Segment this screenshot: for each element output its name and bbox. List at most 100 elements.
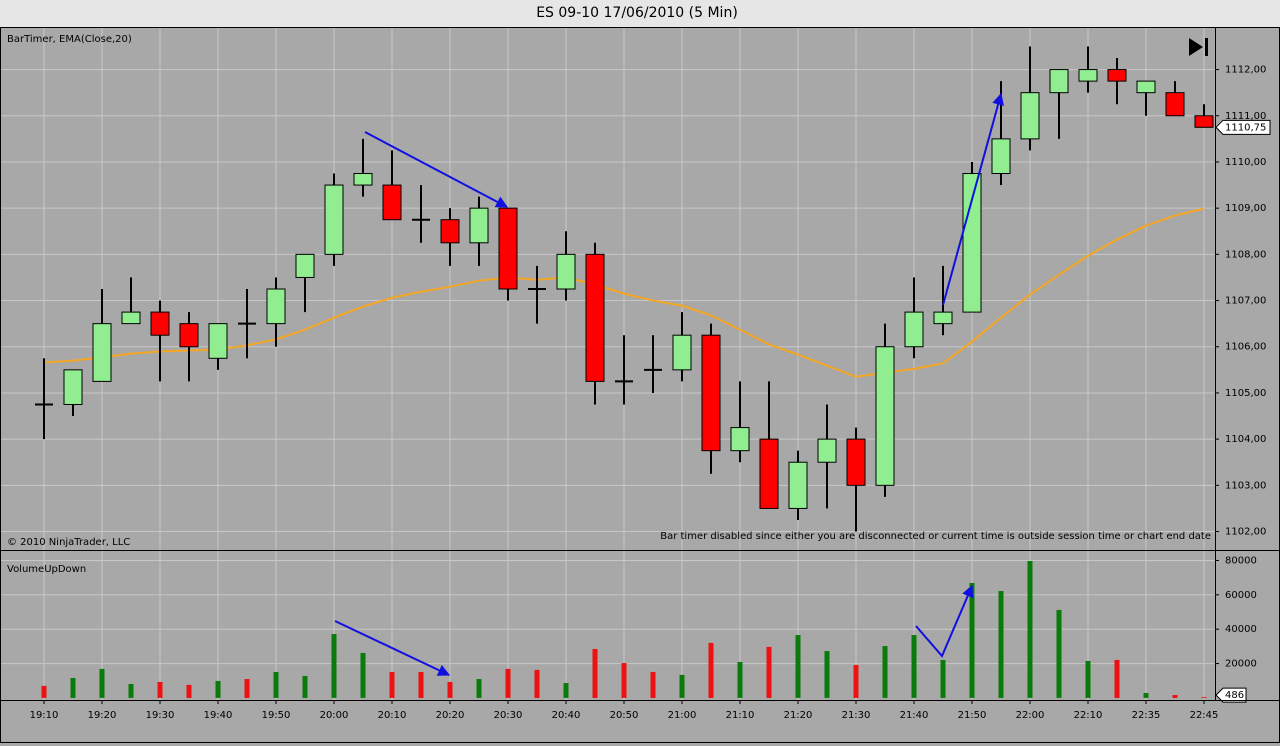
volume-bar (128, 684, 134, 698)
x-tick-label: 22:10 (1074, 710, 1103, 721)
candle-body (817, 438, 837, 463)
candle-body (382, 184, 402, 221)
candle-body (904, 311, 924, 348)
arrow (915, 584, 974, 658)
y-tick-label: 1112,00 (1225, 65, 1266, 76)
volume-bar (331, 634, 337, 698)
y-tick-label: 20000 (1225, 659, 1257, 670)
y-tick-label: 1111,00 (1225, 111, 1266, 122)
x-tick-label: 22:45 (1190, 710, 1219, 721)
candle-body (1020, 92, 1040, 140)
volume-bar (969, 582, 975, 698)
x-tick-label: 21:50 (958, 710, 987, 721)
volume-bar (1201, 697, 1207, 698)
volume-bar (766, 646, 772, 698)
candle-body (1194, 115, 1214, 128)
title-bar (0, 0, 1280, 27)
candle-body (788, 461, 808, 509)
volume-bar (592, 648, 598, 698)
y-tick-label: 1106,00 (1225, 342, 1266, 353)
volume-bar (447, 681, 453, 698)
arrow (364, 131, 509, 208)
y-tick-label: 1104,00 (1225, 434, 1266, 445)
chart-title: ES 09-10 17/06/2010 (5 Min) (536, 5, 738, 21)
arrow (942, 92, 1004, 306)
candle-body (962, 173, 982, 313)
last-price-marker (1215, 119, 1271, 135)
volume-bar (505, 668, 511, 698)
x-tick-label: 22:00 (1016, 710, 1045, 721)
volume-label: VolumeUpDown (7, 564, 86, 575)
volume-bar (853, 664, 859, 698)
last-volume-label: 486 (1225, 690, 1244, 701)
candle-body (730, 427, 750, 452)
x-tick-label: 21:10 (726, 710, 755, 721)
candle-body (1078, 69, 1098, 82)
candle-body (266, 288, 286, 325)
ema-line (43, 207, 1205, 378)
volume-bar (679, 674, 685, 698)
volume-bar (737, 662, 743, 698)
x-tick-label: 20:40 (552, 710, 581, 721)
candle-body (846, 438, 866, 486)
candle-body (121, 311, 141, 325)
y-tick-label: 1102,00 (1225, 527, 1266, 538)
y-tick-label: 1109,00 (1225, 203, 1266, 214)
volume-bar (360, 652, 366, 698)
volume-bar (157, 681, 163, 698)
volume-bar (389, 671, 395, 698)
candle-body (92, 323, 112, 382)
volume-bar (563, 682, 569, 698)
y-tick-label: 60000 (1225, 590, 1257, 601)
bar-timer-notice: Bar timer disabled since either you are … (660, 531, 1211, 542)
x-tick-label: 20:50 (610, 710, 639, 721)
volume-bar (41, 685, 47, 698)
volume-bar (1056, 609, 1062, 698)
y-tick-label: 1107,00 (1225, 296, 1266, 307)
volume-bar (882, 646, 888, 698)
candle-body (150, 311, 170, 336)
candle-body (179, 323, 199, 348)
x-tick-label: 22:35 (1132, 710, 1161, 721)
x-tick-label: 21:20 (784, 710, 813, 721)
candle-body (1107, 69, 1127, 82)
candle-body (933, 311, 953, 325)
candle-body (63, 369, 83, 405)
x-tick-label: 20:20 (436, 710, 465, 721)
arrow (334, 620, 451, 676)
volume-bar (418, 671, 424, 698)
last-price-label: 1110,75 (1225, 122, 1266, 133)
volume-bar (1143, 692, 1149, 698)
y-tick-label: 1103,00 (1225, 480, 1266, 491)
volume-bar (1027, 560, 1033, 698)
candle-body (759, 438, 779, 509)
candle-body (208, 323, 228, 359)
indicator-label: BarTimer, EMA(Close,20) (7, 34, 132, 45)
candle-body (875, 346, 895, 486)
volume-bar (476, 679, 482, 698)
volume-bar (940, 659, 946, 698)
play-icon[interactable] (1189, 38, 1208, 56)
volume-bar (186, 684, 192, 698)
volume-bar (534, 669, 540, 698)
annotations (334, 92, 1004, 676)
x-tick-label: 20:10 (378, 710, 407, 721)
x-tick-label: 21:30 (842, 710, 871, 721)
volume-bar (1085, 660, 1091, 698)
candle-body (353, 173, 373, 186)
volume-bar (70, 678, 76, 698)
candle-body (469, 207, 489, 244)
candle-body (440, 219, 460, 244)
x-tick-label: 19:30 (146, 710, 175, 721)
y-tick-label: 1108,00 (1225, 249, 1266, 260)
volume-bar (708, 642, 714, 698)
x-tick-label: 19:20 (88, 710, 117, 721)
candle-body (295, 253, 315, 278)
volume-bar (824, 651, 830, 698)
volume-bar (244, 679, 250, 698)
y-tick-label: 1105,00 (1225, 388, 1266, 399)
candle-body (1049, 69, 1069, 94)
x-tick-label: 21:00 (668, 710, 697, 721)
